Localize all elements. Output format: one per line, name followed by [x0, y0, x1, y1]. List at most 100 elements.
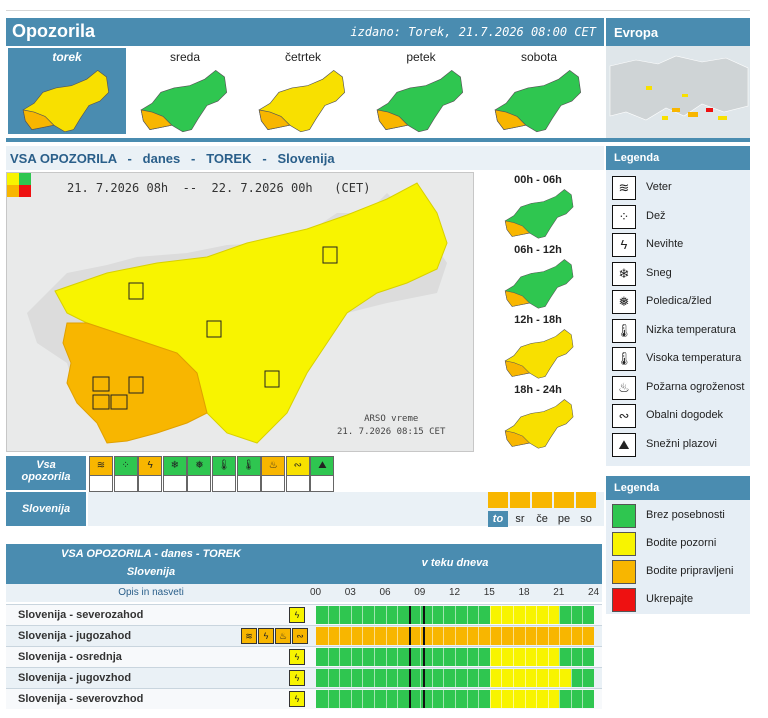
- day-tab-0[interactable]: torek: [8, 48, 126, 134]
- timeline-gridline: [327, 690, 329, 708]
- timeline-gridline: [489, 627, 491, 645]
- timeline-gridline: [443, 606, 445, 624]
- timeline-gridline: [466, 627, 468, 645]
- timeline-gridline: [582, 627, 584, 645]
- timeline-gridline: [362, 627, 364, 645]
- day-strip-day[interactable]: so: [580, 513, 592, 525]
- level-label: Bodite pripravljeni: [646, 565, 734, 577]
- ice-filter[interactable]: ❅: [187, 456, 212, 492]
- page-header: Opozorila izdano: Torek, 21.7.2026 08:00…: [6, 18, 604, 46]
- table-subtitle: Slovenija: [126, 566, 176, 578]
- table-row[interactable]: Slovenija - severovzhod ϟ: [6, 688, 602, 709]
- current-time-marker: [422, 648, 425, 666]
- timeline-gridline: [420, 648, 422, 666]
- day-strip-day[interactable]: sr: [515, 513, 525, 525]
- day-tab-4[interactable]: sobota: [480, 48, 598, 134]
- timeline-gridline: [455, 606, 456, 624]
- wind-icon: ≋: [612, 176, 636, 200]
- timeline-gridline: [570, 669, 572, 687]
- timeline-gridline: [570, 648, 572, 666]
- day-tab-2[interactable]: četrtek: [244, 48, 362, 134]
- timeline-gridline: [536, 669, 538, 687]
- timeline-gridline: [582, 669, 584, 687]
- table-row[interactable]: Slovenija - jugozahod ≋ ϟ ♨ ∾: [6, 625, 602, 646]
- period-map-image: [504, 399, 574, 449]
- rain-filter[interactable]: ⁘: [113, 456, 138, 492]
- timeline-gridline: [350, 669, 352, 687]
- timeline-gridline: [489, 690, 491, 708]
- level-color-swatch: [612, 532, 636, 556]
- timeline-gridline: [362, 690, 364, 708]
- timeline-segment: [316, 606, 490, 624]
- timeline-gridline: [431, 627, 433, 645]
- current-time-marker: [422, 606, 425, 624]
- timeline-gridline: [570, 606, 572, 624]
- level-label: Ukrepajte: [646, 593, 694, 605]
- timeline-gridline: [339, 627, 341, 645]
- hour-tick: 09: [414, 587, 426, 598]
- avalanche-filter[interactable]: ⛰: [310, 456, 335, 492]
- day-strip-level: [488, 492, 508, 508]
- period-label: 06h - 12h: [514, 244, 562, 256]
- timeline-gridline: [327, 606, 329, 624]
- table-row[interactable]: Slovenija - osrednja ϟ: [6, 646, 602, 667]
- map-canvas: [7, 173, 448, 444]
- timeline-gridline: [501, 606, 503, 624]
- level-label: Bodite pozorni: [646, 537, 717, 549]
- legend-label: Požarna ogroženost: [646, 380, 745, 393]
- timeline-segment: [559, 648, 594, 666]
- coastal-event-icon: ∾: [612, 404, 636, 428]
- period-map-1[interactable]: 06h - 12h: [474, 242, 602, 311]
- thunderstorm-filter[interactable]: ϟ: [138, 456, 163, 492]
- high-temperature-filter[interactable]: 🌡: [236, 456, 261, 492]
- legend-label: Nevihte: [646, 238, 684, 250]
- timeline-gridline: [455, 627, 456, 645]
- fire-filter[interactable]: ♨: [261, 456, 286, 492]
- map-credit: ARSO vreme 21. 7.2026 08:15 CET: [337, 414, 446, 437]
- timeline-gridline: [524, 627, 526, 645]
- day-strip-day[interactable]: pe: [557, 513, 571, 525]
- timeline-gridline: [536, 606, 538, 624]
- table-row[interactable]: Slovenija - jugovzhod ϟ: [6, 667, 602, 688]
- day-tab-1[interactable]: sreda: [126, 48, 244, 134]
- thunderstorm-icon: ϟ: [289, 691, 305, 707]
- wind-filter[interactable]: ≋: [89, 456, 113, 492]
- snow-filter[interactable]: ❄: [162, 456, 187, 492]
- timeline-gridline: [420, 627, 422, 645]
- europe-map-thumbnail[interactable]: [606, 46, 750, 138]
- timeline-gridline: [350, 627, 352, 645]
- europe-header[interactable]: Evropa: [606, 18, 750, 46]
- timeline-gridline: [547, 690, 549, 708]
- thunderstorm-icon: ϟ: [612, 233, 636, 257]
- legend-label: Obalni dogodek: [646, 409, 724, 421]
- day-strip-day[interactable]: to: [488, 511, 508, 527]
- timeline-gridline: [431, 669, 433, 687]
- current-time-marker: [422, 669, 425, 687]
- period-map-image: [504, 329, 574, 379]
- low-temperature-filter[interactable]: 🌡: [212, 456, 236, 492]
- hazard-legend-header: Legenda: [606, 146, 750, 170]
- timeline-segment: [489, 669, 571, 687]
- timeline-gridline: [570, 627, 572, 645]
- description-link[interactable]: Opis in nasveti: [118, 587, 184, 598]
- table-row[interactable]: Slovenija - severozahod ϟ: [6, 604, 602, 625]
- period-map-0[interactable]: 00h - 06h: [474, 172, 602, 241]
- timeline-gridline: [373, 606, 375, 624]
- rain-icon: ⁘: [114, 457, 137, 476]
- period-map-3[interactable]: 18h - 24h: [474, 382, 602, 451]
- timeline-gridline: [385, 648, 387, 666]
- hour-tick: 18: [518, 587, 530, 598]
- slovenia-warning-map[interactable]: 21. 7.2026 08h -- 22. 7.2026 00h (CET) A…: [6, 172, 474, 452]
- timeline-segment: [559, 690, 594, 708]
- coastal-event-filter[interactable]: ∾: [285, 456, 310, 492]
- day-tab-3[interactable]: petek: [362, 48, 480, 134]
- avalanche-icon: ⛰: [612, 432, 636, 457]
- timeline-gridline: [397, 690, 399, 708]
- period-map-2[interactable]: 12h - 18h: [474, 312, 602, 381]
- day-map-thumbnail: [22, 69, 110, 133]
- day-strip-day[interactable]: če: [536, 513, 548, 525]
- timeline-gridline: [385, 690, 387, 708]
- legend-label: Dež: [646, 209, 666, 222]
- timeline-gridline: [478, 606, 480, 624]
- timeline-gridline: [559, 606, 561, 624]
